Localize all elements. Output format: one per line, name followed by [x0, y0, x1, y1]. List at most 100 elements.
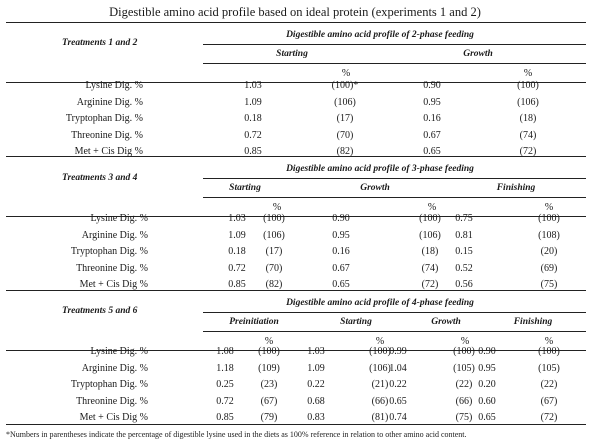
- percent-header: %: [264, 336, 274, 347]
- table-cell: 0.95: [423, 96, 441, 108]
- profile-header: Digestible amino acid profile of 4-phase…: [286, 298, 474, 308]
- phase-header: Starting: [229, 183, 261, 193]
- table-cell: (79): [260, 412, 278, 423]
- treatment-label: Treatments 1 and 2: [62, 38, 138, 48]
- percent-header: %: [272, 202, 282, 213]
- table-cell: 0.95: [332, 229, 350, 241]
- table-cell: 0.81: [455, 229, 473, 241]
- table-cell: 0.60: [478, 395, 496, 407]
- table-cell: 0.75: [455, 213, 473, 224]
- table-cell: (106): [263, 229, 285, 241]
- percent-header: %: [544, 336, 554, 347]
- table-cell: 0.99: [389, 346, 407, 357]
- profile-underline: [203, 312, 586, 313]
- table-cell: 0.72: [228, 262, 246, 274]
- table-cell: (21): [371, 379, 389, 390]
- treatment-label: Treatments 5 and 6: [62, 306, 138, 316]
- profile-header: Digestible amino acid profile of 3-phase…: [286, 164, 474, 174]
- table-cell: 0.65: [478, 412, 496, 423]
- table-cell: 1.08: [216, 346, 234, 357]
- table-cell: 0.83: [307, 412, 325, 423]
- table-cell: (106): [517, 96, 539, 108]
- table-cell: 0.67: [332, 262, 350, 274]
- table-cell: 0.20: [478, 379, 496, 390]
- phase-header: Growth: [463, 49, 493, 59]
- table-cell: (100)*: [331, 80, 359, 91]
- section-top-rule: [6, 22, 586, 23]
- table-cell: 0.72: [244, 129, 262, 141]
- table-cell: 0.16: [332, 246, 350, 257]
- table-cell: 1.03: [307, 346, 325, 357]
- table-cell: 0.22: [307, 379, 325, 390]
- table-cell: 0.85: [228, 279, 246, 290]
- row-label: Tryptophan Dig. %: [65, 113, 143, 124]
- table-cell: 0.56: [455, 279, 473, 290]
- table-cell: 0.72: [216, 395, 234, 407]
- row-label: Lysine Dig. %: [90, 346, 149, 357]
- table-cell: 1.03: [228, 213, 246, 224]
- table-cell: 0.85: [244, 146, 262, 157]
- table-cell: 0.25: [216, 379, 234, 390]
- table-cell: 0.90: [478, 346, 496, 357]
- table-cell: (67): [260, 395, 278, 407]
- table-cell: (72): [519, 146, 537, 157]
- phase-underline: [203, 63, 586, 64]
- table-cell: (18): [519, 113, 537, 124]
- table-cell: 0.85: [216, 412, 234, 423]
- table-cell: (75): [540, 279, 558, 290]
- row-label: Arginine Dig. %: [81, 229, 148, 241]
- table-cell: 1.09: [307, 362, 325, 374]
- table-cell: 1.04: [389, 362, 407, 374]
- row-label: Threonine Dig. %: [76, 395, 148, 407]
- table-cell: (18): [421, 246, 439, 257]
- table-cell: (66): [455, 395, 473, 407]
- phase-header: Growth: [360, 183, 390, 193]
- table-cell: (75): [455, 412, 473, 423]
- table-cell: (100): [453, 346, 475, 357]
- table-cell: 0.15: [455, 246, 473, 257]
- table-cell: 0.52: [455, 262, 473, 274]
- table-cell: (72): [540, 412, 558, 423]
- row-label: Met + Cis Dig %: [79, 412, 148, 423]
- phase-underline: [203, 331, 586, 332]
- table-cell: (20): [540, 246, 558, 257]
- table-cell: 1.09: [244, 96, 262, 108]
- table-title: Digestible amino acid profile based on i…: [109, 5, 481, 19]
- table-cell: 0.95: [478, 362, 496, 374]
- percent-header: %: [523, 68, 533, 79]
- table-cell: (100): [538, 213, 560, 224]
- phase-header: Growth: [431, 317, 461, 327]
- table-cell: (70): [336, 129, 354, 141]
- header-bottom-rule: [6, 216, 586, 217]
- table-cell: 0.18: [228, 246, 246, 257]
- header-bottom-rule: [6, 82, 586, 83]
- table-cell: 0.67: [423, 129, 441, 141]
- table-cell: 1.09: [228, 229, 246, 241]
- table-cell: 1.03: [244, 80, 262, 91]
- section-top-rule: [6, 290, 586, 291]
- table-cell: 0.65: [389, 395, 407, 407]
- table-cell: 1.18: [216, 362, 234, 374]
- row-label: Met + Cis Dig %: [79, 279, 148, 290]
- row-label: Threonine Dig. %: [71, 129, 143, 141]
- phase-header: Finishing: [496, 183, 536, 193]
- row-label: Arginine Dig. %: [81, 362, 148, 374]
- table-cell: 0.65: [423, 146, 441, 157]
- row-label: Tryptophan Dig. %: [70, 379, 148, 390]
- header-bottom-rule: [6, 350, 586, 351]
- table-cell: (72): [421, 279, 439, 290]
- row-label: Lysine Dig. %: [85, 80, 144, 91]
- table-cell: (67): [540, 395, 558, 407]
- percent-header: %: [427, 202, 437, 213]
- table-cell: (100): [263, 213, 285, 224]
- table-bottom-rule: [6, 424, 586, 425]
- table-cell: (74): [421, 262, 439, 274]
- percent-header: %: [460, 336, 470, 347]
- percent-header: %: [341, 68, 351, 79]
- table-cell: (100): [517, 80, 539, 91]
- table-cell: (22): [540, 379, 558, 390]
- table-cell: (70): [265, 262, 283, 274]
- table-cell: (17): [265, 246, 283, 257]
- table-cell: 0.16: [423, 113, 441, 124]
- phase-header: Preinitiation: [229, 317, 279, 327]
